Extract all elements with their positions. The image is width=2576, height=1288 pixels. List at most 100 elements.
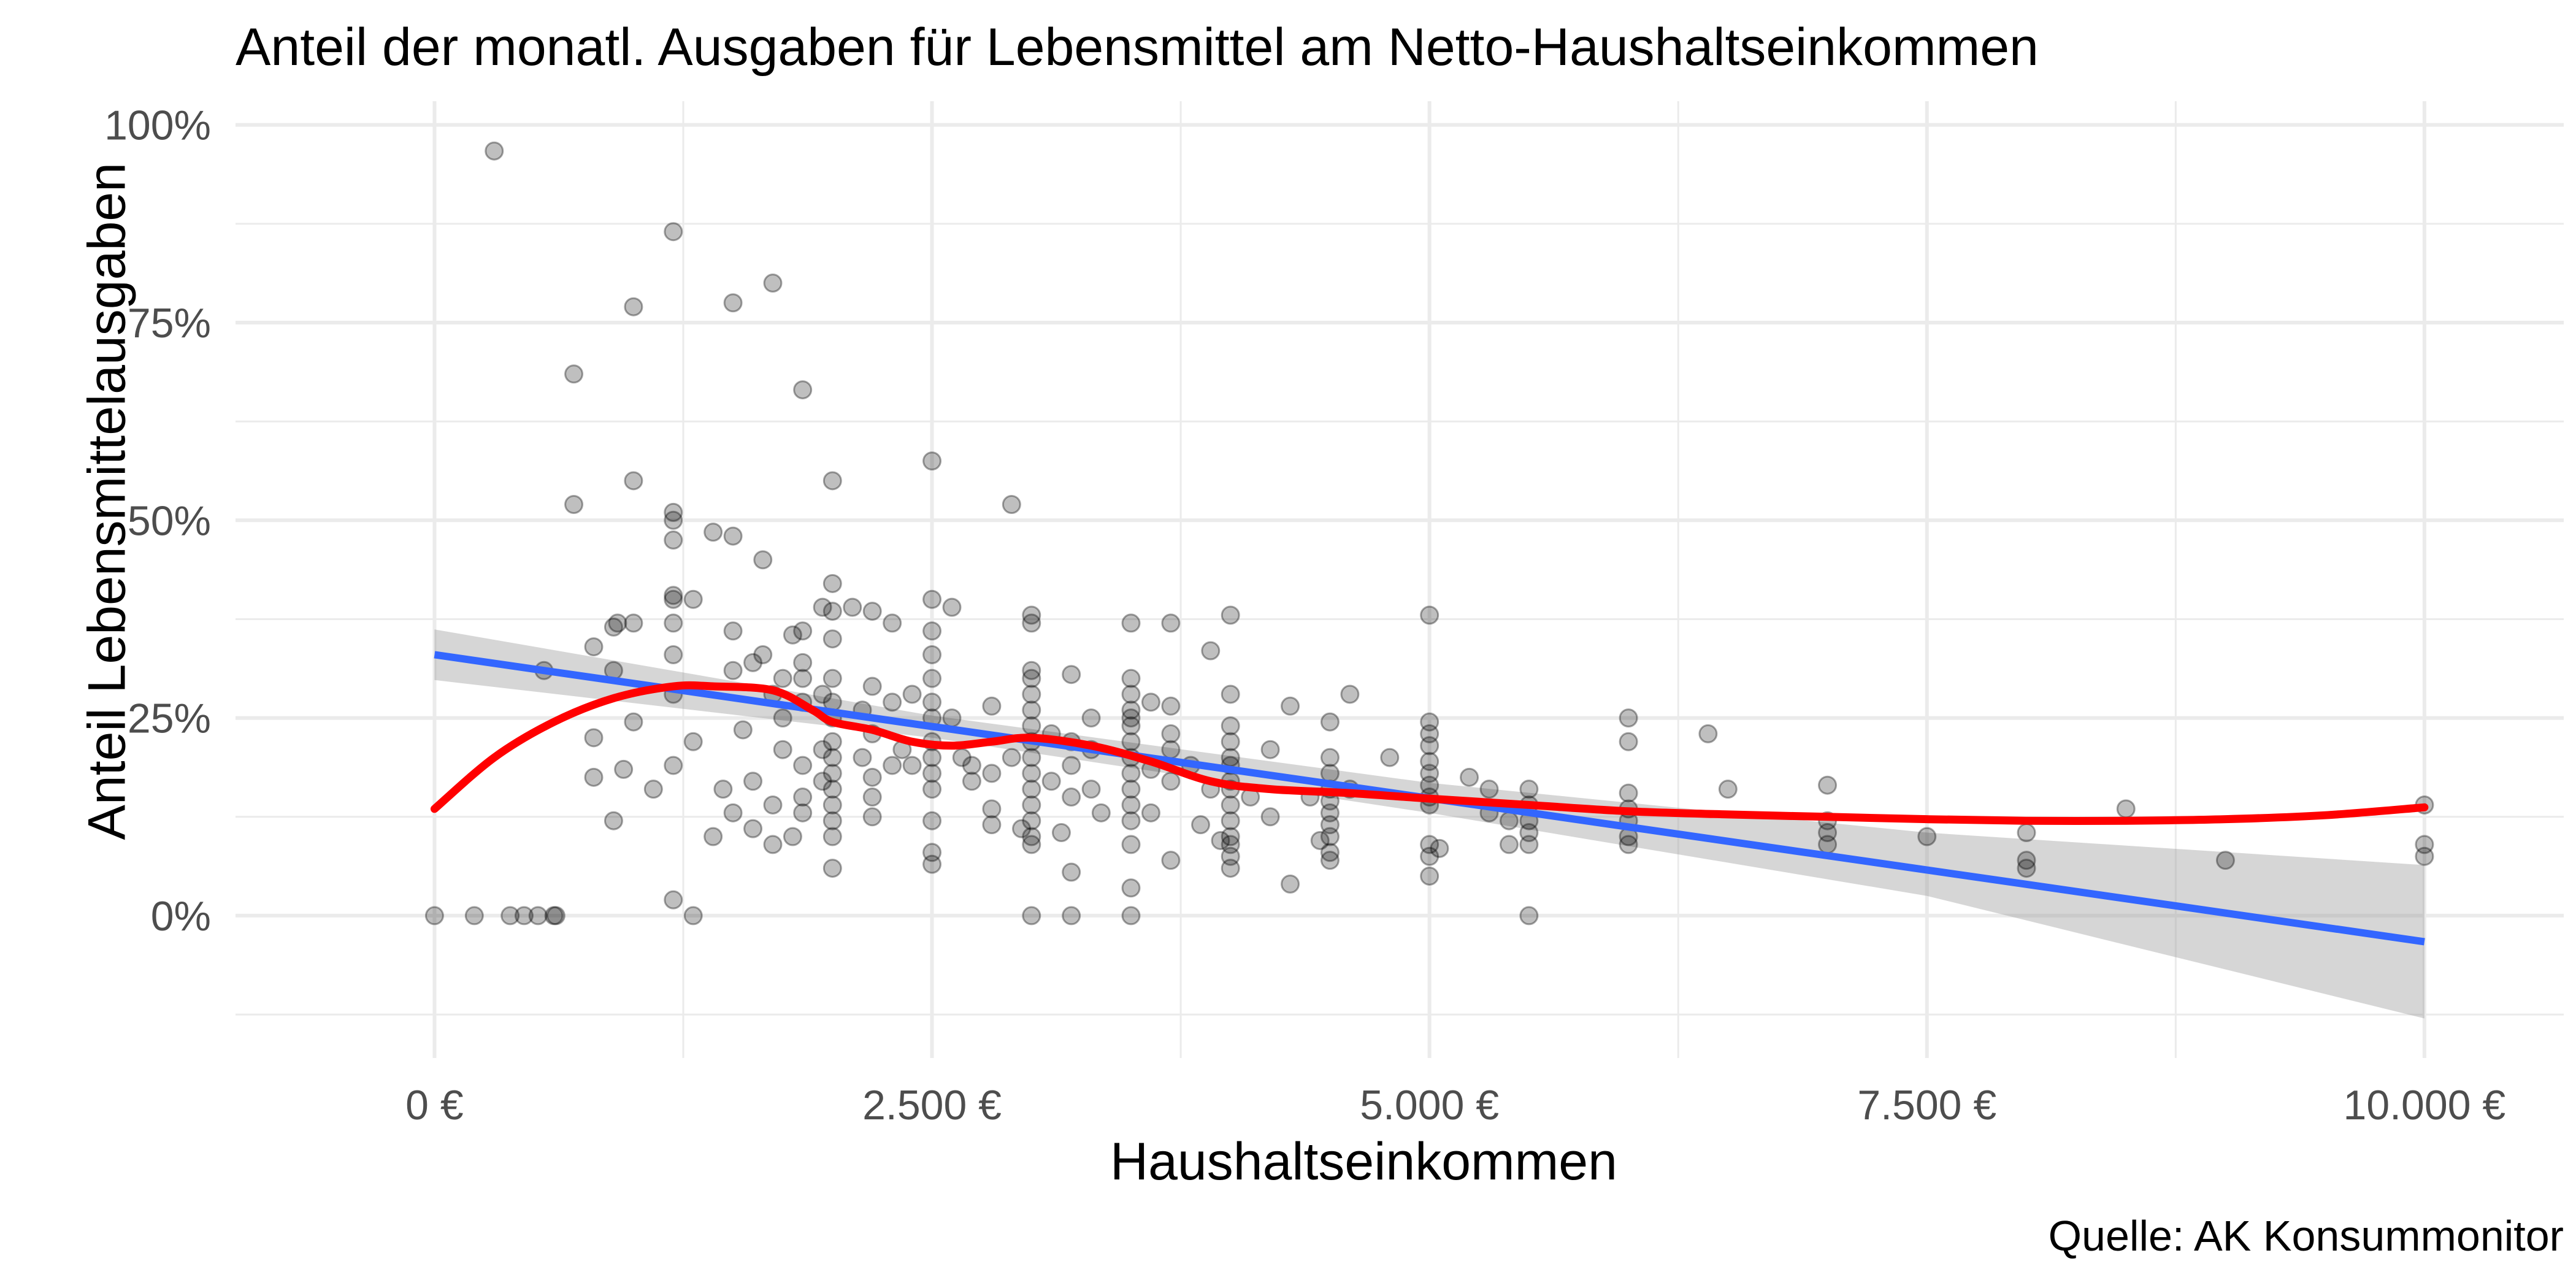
data-point — [1002, 748, 1021, 767]
data-point — [1320, 712, 1340, 732]
data-point — [813, 597, 832, 617]
data-point — [822, 573, 842, 593]
data-point — [822, 780, 842, 799]
data-point — [464, 906, 484, 926]
data-point — [1320, 803, 1340, 822]
data-point — [1221, 846, 1240, 866]
data-point — [1161, 740, 1181, 759]
data-point — [1420, 846, 1439, 866]
data-point — [922, 645, 942, 664]
y-tick-label: 0% — [151, 893, 211, 940]
data-point — [1191, 815, 1211, 835]
data-point — [1161, 851, 1181, 870]
data-point — [2017, 823, 2036, 843]
data-point — [683, 732, 703, 751]
y-tick-label: 25% — [128, 696, 211, 742]
data-point — [1499, 811, 1519, 830]
data-point — [743, 819, 763, 838]
data-point — [822, 602, 842, 621]
x-tick-labels: 0 € 2.500 € 5.000 € 7.500 € 10.000 € — [405, 1082, 2505, 1129]
data-point — [664, 645, 683, 664]
data-point — [753, 550, 773, 570]
chart-title: Anteil der monatl. Ausgaben für Lebensmi… — [236, 18, 2039, 77]
data-point — [1022, 605, 1041, 625]
data-point — [723, 293, 743, 313]
data-point — [514, 906, 534, 926]
data-point — [424, 906, 444, 926]
data-point — [528, 906, 548, 926]
data-point — [1260, 807, 1280, 827]
data-point — [1221, 827, 1240, 846]
data-point — [822, 827, 842, 846]
data-point — [942, 597, 962, 617]
data-point — [1161, 724, 1181, 743]
data-point — [902, 684, 922, 704]
data-point — [1091, 803, 1111, 822]
data-point — [1221, 835, 1240, 854]
data-point — [1012, 819, 1032, 838]
data-point — [1340, 684, 1360, 704]
data-point — [922, 764, 942, 783]
data-point — [1221, 732, 1240, 751]
data-point — [1420, 752, 1439, 772]
data-point — [982, 799, 1002, 819]
data-point — [1022, 835, 1041, 854]
data-point — [793, 788, 813, 807]
data-point — [862, 767, 882, 787]
data-point — [1161, 613, 1181, 633]
data-point — [982, 764, 1002, 783]
data-point — [1141, 692, 1160, 712]
data-point — [783, 625, 802, 645]
data-point — [843, 597, 862, 617]
data-point — [1062, 756, 1081, 775]
loess-curve — [430, 681, 2429, 826]
data-point — [822, 811, 842, 830]
data-point — [763, 835, 783, 854]
data-point — [1519, 823, 1539, 843]
data-point — [763, 274, 783, 293]
data-point — [922, 669, 942, 688]
data-point — [922, 854, 942, 874]
chart-caption: Quelle: AK Konsummonitor — [2048, 1212, 2564, 1260]
data-point — [902, 756, 922, 775]
data-point — [1420, 764, 1439, 783]
data-point — [743, 653, 763, 672]
data-point — [608, 613, 627, 633]
major-gridlines — [236, 101, 2564, 1058]
data-point — [1221, 605, 1240, 625]
data-point — [733, 720, 753, 740]
data-point — [862, 788, 882, 807]
scatter-points — [424, 141, 2434, 926]
data-point — [1062, 862, 1081, 882]
data-point — [822, 859, 842, 878]
data-point — [1062, 665, 1081, 684]
data-point — [1022, 661, 1041, 680]
data-point — [1041, 772, 1061, 791]
x-tick-label: 0 € — [405, 1082, 464, 1129]
data-point — [564, 364, 584, 384]
data-point — [1022, 716, 1041, 736]
data-point — [1221, 795, 1240, 815]
data-point — [683, 589, 703, 609]
x-tick-label: 7.500 € — [1857, 1082, 1996, 1129]
data-point — [544, 906, 564, 926]
data-point — [1460, 767, 1479, 787]
data-point — [822, 471, 842, 491]
data-point — [664, 531, 683, 550]
data-point — [1479, 780, 1499, 799]
x-tick-label: 5.000 € — [1360, 1082, 1499, 1129]
data-point — [1519, 780, 1539, 799]
data-point — [922, 621, 942, 641]
data-point — [793, 621, 813, 641]
data-point — [664, 222, 683, 242]
data-point — [664, 510, 683, 530]
data-point — [1121, 716, 1141, 736]
data-point — [1718, 780, 1738, 799]
data-point — [1121, 811, 1141, 830]
data-point — [1121, 732, 1141, 751]
data-point — [1818, 823, 1838, 843]
data-point — [1818, 835, 1838, 854]
data-point — [1221, 811, 1240, 830]
data-point — [1281, 696, 1300, 716]
